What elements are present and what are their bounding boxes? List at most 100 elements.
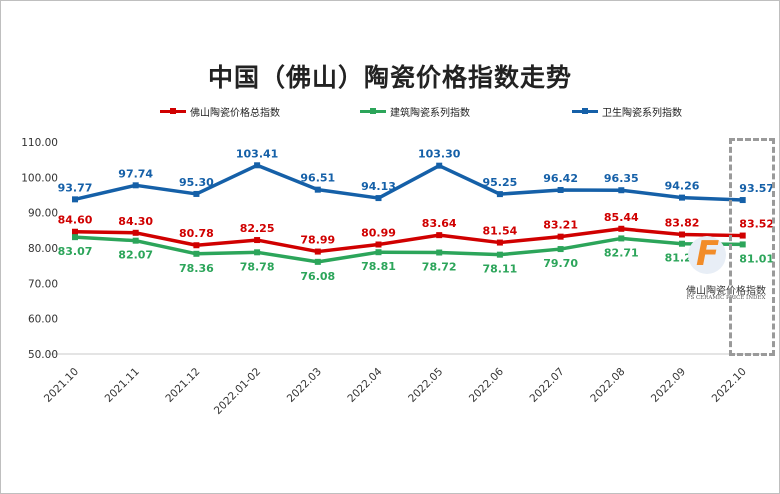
x-tick-label: 2021.10 — [42, 366, 81, 405]
series-2-data-label: 78.36 — [179, 262, 214, 275]
series-2-point — [72, 234, 78, 241]
y-tick-label: 80.00 — [28, 243, 58, 255]
legend-swatch — [160, 108, 186, 114]
series-1-data-label: 80.78 — [179, 227, 214, 240]
series-3-point — [375, 195, 382, 202]
y-tick-label: 100.00 — [21, 172, 58, 184]
legend-marker — [582, 108, 588, 114]
x-tick-label: 2022.01-02 — [212, 366, 263, 417]
series-1-data-label: 83.64 — [422, 217, 457, 230]
series-2-point — [436, 249, 443, 256]
series-line-1 — [73, 227, 745, 254]
series-2-data-label: 78.78 — [240, 260, 275, 273]
chart-title: 中国（佛山）陶瓷价格指数走势 — [207, 63, 572, 92]
series-1-point — [436, 232, 443, 239]
logo-letter: F — [696, 234, 720, 274]
legend-label: 卫生陶瓷系列指数 — [602, 108, 682, 119]
x-tick-label: 2021.11 — [103, 366, 142, 405]
x-tick-label: 2022.08 — [588, 366, 627, 405]
series-1-point — [557, 233, 564, 240]
y-tick-label: 110.00 — [21, 137, 58, 149]
series-1-data-label: 81.54 — [483, 225, 518, 238]
series-1-point — [132, 229, 139, 236]
series-2-point — [679, 240, 685, 247]
series-2-data-label: 79.70 — [543, 257, 578, 270]
y-tick-label: 50.00 — [28, 349, 58, 361]
series-2-data-label: 78.81 — [361, 260, 396, 273]
series-2-point — [618, 235, 625, 242]
series-3-data-label: 95.30 — [179, 176, 214, 189]
series-3-data-label: 103.30 — [418, 148, 461, 161]
series-2-point — [314, 258, 321, 265]
legend-marker — [370, 108, 376, 114]
series-3-point — [739, 197, 746, 204]
series-3-point — [314, 186, 321, 193]
series-3-data-label: 94.26 — [665, 180, 700, 193]
series-1-data-label: 83.21 — [543, 219, 578, 232]
x-tick-label: 2022.04 — [345, 365, 384, 404]
series-3-point — [72, 196, 78, 203]
series-2-point — [739, 241, 746, 248]
series-line-2 — [73, 235, 745, 264]
legend-label: 佛山陶瓷价格总指数 — [190, 108, 280, 119]
series-2-data-label: 82.71 — [604, 246, 639, 259]
series-3-point — [679, 194, 685, 201]
series-1-data-label: 82.25 — [240, 222, 275, 235]
series-2-data-label: 78.72 — [422, 261, 457, 274]
legend-item: 卫生陶瓷系列指数 — [572, 104, 682, 119]
x-tick-label: 2022.03 — [285, 366, 324, 405]
series-2-point — [132, 237, 139, 244]
series-2-point — [254, 249, 261, 256]
series-2-point — [557, 246, 564, 253]
series-3-point — [436, 162, 443, 169]
series-3-data-label: 93.57 — [739, 182, 774, 195]
series-3-data-label: 97.74 — [118, 167, 153, 180]
series-3-point — [132, 182, 139, 189]
series-1-data-label: 84.30 — [118, 215, 153, 228]
series-2-data-label: 81.01 — [739, 252, 774, 265]
series-1-point — [618, 225, 625, 232]
series-3-point — [557, 186, 564, 193]
series-1-data-label: 78.99 — [300, 234, 335, 247]
legend-swatch — [572, 108, 598, 114]
series-2-data-label: 78.11 — [483, 263, 518, 276]
y-tick-label: 70.00 — [28, 278, 58, 290]
series-2-data-label: 83.07 — [58, 245, 93, 258]
series-1-data-label: 84.60 — [58, 214, 93, 227]
series-1-point — [314, 248, 321, 255]
series-2-point — [496, 251, 503, 258]
series-1-point — [193, 242, 200, 249]
series-3-point — [254, 162, 261, 169]
series-1-data-label: 83.82 — [665, 217, 700, 230]
series-3-point — [193, 190, 200, 197]
logo-circle — [688, 236, 726, 274]
latest-month-highlight-box — [729, 138, 775, 356]
series-3-point — [618, 187, 625, 194]
series-3-point — [496, 191, 503, 198]
series-3-data-label: 96.35 — [604, 172, 639, 185]
series-3-data-label: 93.77 — [58, 181, 93, 194]
legend: 佛山陶瓷价格总指数 建筑陶瓷系列指数 卫生陶瓷系列指数 — [0, 104, 780, 124]
series-1-data-label: 83.52 — [739, 218, 774, 231]
legend-item: 建筑陶瓷系列指数 — [360, 104, 470, 119]
logo-english-name: FS CERAMIC PRICE INDEX — [686, 295, 766, 301]
series-1-point — [72, 228, 78, 235]
series-2-point — [193, 250, 200, 257]
series-3-data-label: 103.41 — [236, 147, 278, 160]
x-tick-label: 2022.10 — [710, 366, 749, 405]
series-2-data-label: 76.08 — [300, 270, 335, 283]
x-tick-label: 2022.05 — [406, 366, 445, 405]
y-tick-label: 60.00 — [28, 314, 58, 326]
legend-marker — [170, 108, 176, 114]
x-tick-label: 2022.09 — [649, 366, 688, 405]
y-tick-label: 90.00 — [28, 208, 58, 220]
x-tick-label: 2021.12 — [163, 366, 202, 405]
series-3-data-label: 96.51 — [300, 172, 335, 185]
series-1-point — [375, 241, 382, 248]
x-tick-label: 2022.06 — [467, 365, 506, 404]
series-3-data-label: 95.25 — [483, 176, 518, 189]
watermark-logo: F 佛山陶瓷价格指数 FS CERAMIC PRICE INDEX — [674, 230, 778, 301]
series-1-point — [254, 237, 261, 244]
